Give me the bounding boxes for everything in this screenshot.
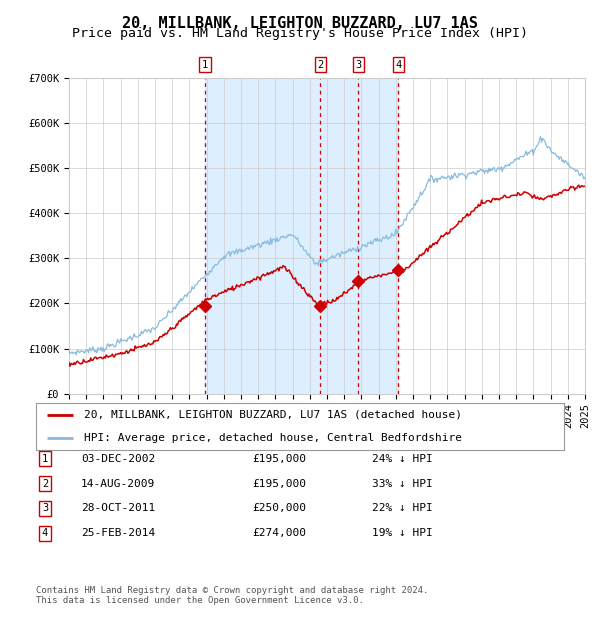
- Text: 2: 2: [317, 60, 323, 70]
- Text: 33% ↓ HPI: 33% ↓ HPI: [372, 479, 433, 489]
- Text: £195,000: £195,000: [252, 454, 306, 464]
- Text: 25-FEB-2014: 25-FEB-2014: [81, 528, 155, 538]
- Text: 1: 1: [202, 60, 208, 70]
- Text: 2: 2: [42, 479, 48, 489]
- Text: 20, MILLBANK, LEIGHTON BUZZARD, LU7 1AS (detached house): 20, MILLBANK, LEIGHTON BUZZARD, LU7 1AS …: [83, 410, 461, 420]
- Text: 4: 4: [395, 60, 401, 70]
- Text: 03-DEC-2002: 03-DEC-2002: [81, 454, 155, 464]
- Bar: [205, 78, 398, 394]
- Text: 28-OCT-2011: 28-OCT-2011: [81, 503, 155, 513]
- Text: 24% ↓ HPI: 24% ↓ HPI: [372, 454, 433, 464]
- Text: Contains HM Land Registry data © Crown copyright and database right 2024.
This d: Contains HM Land Registry data © Crown c…: [36, 586, 428, 605]
- Text: 14-AUG-2009: 14-AUG-2009: [81, 479, 155, 489]
- Text: Price paid vs. HM Land Registry's House Price Index (HPI): Price paid vs. HM Land Registry's House …: [72, 27, 528, 40]
- Text: 20, MILLBANK, LEIGHTON BUZZARD, LU7 1AS: 20, MILLBANK, LEIGHTON BUZZARD, LU7 1AS: [122, 16, 478, 30]
- Text: 3: 3: [355, 60, 362, 70]
- Text: HPI: Average price, detached house, Central Bedfordshire: HPI: Average price, detached house, Cent…: [83, 433, 461, 443]
- Text: £274,000: £274,000: [252, 528, 306, 538]
- Text: 22% ↓ HPI: 22% ↓ HPI: [372, 503, 433, 513]
- Text: 1: 1: [42, 454, 48, 464]
- Text: £250,000: £250,000: [252, 503, 306, 513]
- Text: 4: 4: [42, 528, 48, 538]
- Text: £195,000: £195,000: [252, 479, 306, 489]
- Text: 3: 3: [42, 503, 48, 513]
- Text: 19% ↓ HPI: 19% ↓ HPI: [372, 528, 433, 538]
